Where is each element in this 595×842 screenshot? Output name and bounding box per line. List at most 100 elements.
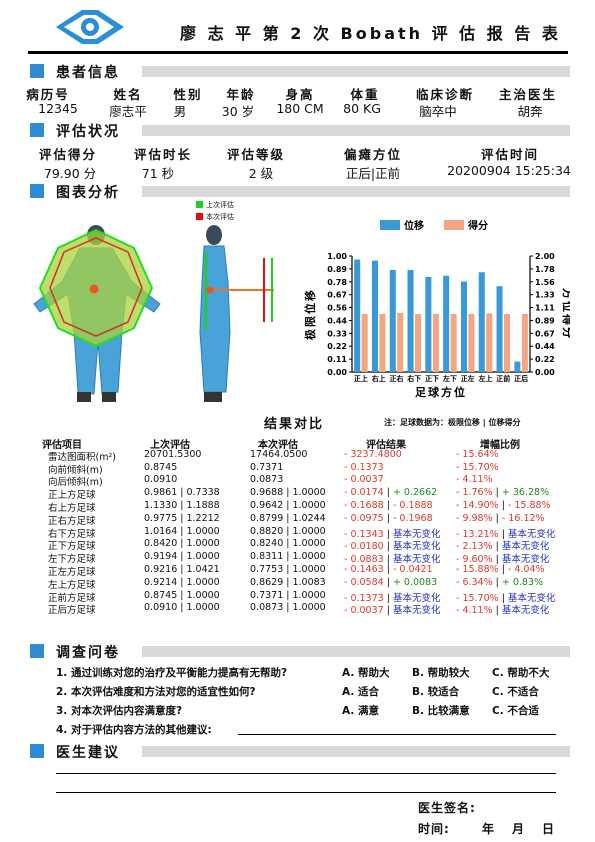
x-tick-label: 正下	[425, 375, 439, 383]
bar-score	[521, 314, 528, 372]
y-tick-label-right: 0.00	[535, 368, 555, 377]
survey-option[interactable]: A. 适合	[342, 686, 379, 698]
compare-current-value: 0.8820 | 1.0000	[250, 525, 326, 537]
survey-option[interactable]: A. 满意	[342, 705, 379, 717]
bar-displacement	[407, 269, 414, 372]
compare-percent-part: |	[498, 499, 508, 511]
section-charts: 图表分析	[30, 182, 570, 201]
compare-percent-part: - 2.13%	[456, 541, 493, 553]
assessment-duration: 71 秒	[141, 166, 175, 181]
y-tick-label-left: 0.33	[327, 329, 347, 338]
y-tick-label-right: 0.44	[535, 342, 555, 351]
survey-option[interactable]: C. 帮助不大	[492, 667, 550, 679]
section-survey: 调查问卷	[30, 642, 570, 661]
patient-diagnosis: 脑卒中	[419, 104, 457, 119]
compare-result-part: - 0.1373	[344, 592, 384, 604]
compare-result-part: - 0.1888	[392, 499, 433, 511]
compare-result-part: - 0.0584	[344, 576, 384, 588]
compare-current-value: 0.7753 | 1.0000	[250, 563, 326, 575]
y-axis-label-right: 方位得分	[561, 288, 570, 340]
compare-result-part: |	[383, 576, 393, 588]
patient-header: 年龄	[226, 87, 256, 102]
compare-row: 正后方足球 0.0910 | 1.0000 0.0873 | 1.0000 - 0.0…	[28, 602, 568, 617]
compare-percent: - 14.90% | - 15.88%	[456, 500, 551, 511]
compare-percent-part: |	[498, 592, 508, 604]
patient-header: 体重	[350, 87, 380, 102]
bar-displacement	[371, 260, 378, 372]
compare-percent: - 6.34% | + 0.83%	[456, 577, 543, 588]
compare-row: 右上方足球 1.1330 | 1.1888 0.9642 | 1.0000 - 0.1…	[28, 499, 568, 514]
compare-percent: - 1.76% | + 36.28%	[456, 487, 549, 498]
compare-result-part: |	[383, 528, 393, 540]
compare-result: - 0.1373 | 基本无变化	[344, 590, 440, 604]
radar-figure-front	[33, 225, 161, 402]
compare-row: 向前倾斜(m) 0.8745 0.7371 - 0.1373 - 15.70%	[28, 462, 568, 476]
assessment-time: 20200904 15:25:34	[447, 163, 571, 178]
section-patient-info: 患者信息	[30, 62, 570, 81]
bar-displacement	[354, 259, 361, 372]
compare-percent-part: - 4.04%	[507, 563, 545, 575]
bar-score	[415, 314, 422, 372]
compare-result-part: - 0.1463	[344, 563, 384, 575]
compare-result-part: - 0.0421	[392, 563, 433, 575]
legend-last: 上次评估	[196, 200, 234, 210]
bar-displacement	[443, 275, 450, 372]
patient-height: 180 CM	[276, 101, 324, 116]
compare-item-name: 正上方足球	[48, 490, 96, 502]
compare-item-name: 正前方足球	[48, 592, 96, 604]
survey-option[interactable]: A. 帮助大	[342, 667, 390, 679]
compare-result: - 0.0037 | 基本无变化	[344, 602, 440, 616]
legend-label: 上次评估	[206, 201, 234, 209]
section-bar	[142, 66, 570, 77]
compare-result: - 0.0174 | + 0.2662	[344, 487, 437, 498]
compare-percent-part: - 13.21%	[456, 528, 499, 540]
compare-header: 上次评估	[150, 440, 190, 451]
compare-result-part: - 0.0037	[344, 605, 384, 617]
compare-last-value: 0.8745 | 1.0000	[144, 589, 220, 601]
suggestion-input-line[interactable]	[238, 734, 556, 735]
compare-current-value: 0.8240 | 1.0000	[250, 538, 326, 550]
x-tick-label: 右下	[406, 374, 421, 383]
bar-displacement	[425, 276, 432, 372]
compare-percent-part: - 6.34%	[456, 576, 493, 588]
compare-result-part: + 0.0083	[392, 576, 438, 588]
compare-percent: - 15.70%	[456, 462, 499, 473]
survey-option[interactable]: B. 比较满意	[412, 705, 470, 717]
section-title: 调查问卷	[56, 645, 120, 661]
y-tick-label-left: 0.78	[327, 278, 347, 287]
y-tick-label-left: 0.44	[327, 316, 347, 325]
compare-header-row: 评估项目 上次评估 本次评估 评估结果 增幅比例	[28, 436, 568, 451]
compare-result-part: |	[383, 563, 393, 575]
compare-last-value: 0.9214 | 1.0000	[144, 576, 220, 588]
x-tick-label: 左下	[442, 374, 457, 383]
advice-line[interactable]	[56, 773, 556, 774]
bar-score	[361, 314, 368, 372]
compare-result-part: |	[383, 554, 393, 566]
bar-score	[504, 314, 511, 372]
compare-item-name: 正下方足球	[48, 541, 96, 553]
bar-score	[397, 312, 404, 372]
compare-note: 注：足球数据为：极限位移 | 位移得分	[384, 418, 521, 427]
survey-option[interactable]: C. 不适合	[492, 686, 539, 698]
compare-result: - 3237.4800	[344, 449, 402, 460]
assessment-score: 79.90 分	[43, 166, 97, 181]
survey-option[interactable]: C. 不合适	[492, 705, 539, 717]
bar-score	[379, 314, 386, 372]
compare-result: - 0.0180 | 基本无变化	[344, 538, 440, 552]
compare-item-name: 正后方足球	[48, 605, 96, 617]
y-tick-label-right: 1.78	[535, 265, 555, 274]
survey-question-1: 1. 通过训练对您的治疗及平衡能力提高有无帮助?	[56, 667, 288, 679]
compare-result-part: + 0.2662	[392, 487, 438, 499]
survey-option[interactable]: B. 帮助较大	[412, 667, 470, 679]
compare-percent-part: - 16.12%	[501, 512, 545, 524]
assessment-header: 评估时长	[133, 147, 193, 162]
compare-percent-part: - 9.98%	[456, 512, 493, 524]
compare-percent-part: - 14.90%	[456, 499, 499, 511]
advice-line[interactable]	[56, 792, 556, 793]
patient-value-row: 12345 廖志平 男 30 岁 180 CM 80 KG 脑卒中 胡奔	[28, 101, 568, 119]
section-title: 患者信息	[56, 65, 120, 81]
survey-option[interactable]: B. 较适合	[412, 686, 460, 698]
x-tick-label: 正左	[461, 374, 475, 383]
day-label: 日	[542, 822, 556, 836]
patient-weight: 80 KG	[343, 101, 381, 116]
